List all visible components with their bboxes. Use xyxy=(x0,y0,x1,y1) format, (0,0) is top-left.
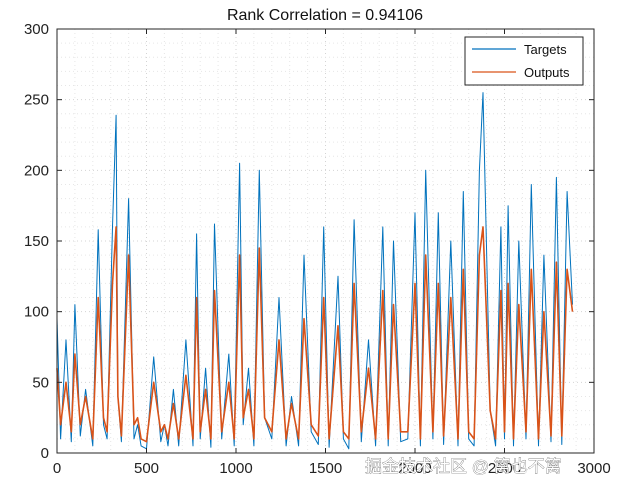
series-line-outputs xyxy=(56,226,574,443)
x-tick-label: 2500 xyxy=(488,460,521,477)
x-tick-label: 500 xyxy=(134,460,159,477)
x-tick-label: 2000 xyxy=(398,460,431,477)
x-tick-label: 0 xyxy=(53,460,61,477)
chart-title: Rank Correlation = 0.94106 xyxy=(227,7,423,24)
legend: Targets Outputs xyxy=(464,36,584,86)
ticks: 0 500 1000 1500 2000 2500 3000 0 50 100 150 200 250 3… xyxy=(24,21,611,477)
y-tick-label: 250 xyxy=(24,92,49,109)
y-tick-label: 200 xyxy=(24,162,49,179)
x-tick-label: 1000 xyxy=(219,460,252,477)
series-line-targets xyxy=(56,92,573,450)
legend-label-targets: Targets xyxy=(524,42,567,57)
x-tick-label: 3000 xyxy=(577,460,610,477)
legend-box xyxy=(464,36,584,86)
y-tick-label: 0 xyxy=(41,445,49,462)
y-tick-label: 300 xyxy=(24,21,49,38)
y-tick-label: 100 xyxy=(24,304,49,321)
y-tick-label: 150 xyxy=(24,233,49,250)
y-tick-label: 50 xyxy=(32,374,49,391)
watermark: 掘金技术社区 @ 篱也不篱 xyxy=(365,457,562,476)
legend-label-outputs: Outputs xyxy=(524,65,570,80)
x-tick-label: 1500 xyxy=(309,460,342,477)
series-layer xyxy=(56,92,574,450)
